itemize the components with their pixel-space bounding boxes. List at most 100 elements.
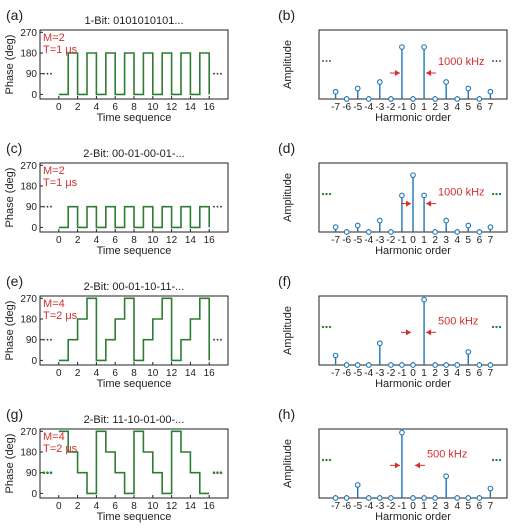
y-tick-label: 180 — [20, 315, 37, 326]
y-tick-label: 270 — [20, 427, 37, 438]
y-tick-label: 0 — [31, 489, 37, 500]
ellipsis-right-dot — [498, 325, 502, 329]
stem-marker — [487, 362, 494, 368]
phase-series-line — [58, 297, 210, 362]
x-tick-label: 6 — [477, 235, 483, 246]
y-tick-label: 270 — [20, 161, 37, 172]
ellipsis-left-dot — [325, 192, 328, 196]
y-tick-label: 90 — [26, 202, 38, 213]
y-tick-label: 270 — [20, 28, 37, 39]
panel-e: (e) 0 2 4 6 8 10 12 14 16 Time sequence Phase (deg)… — [4, 273, 229, 390]
ellipsis-right-dot — [495, 60, 498, 62]
stem-marker — [376, 340, 383, 347]
x-axis-label: Harmonic order — [375, 511, 451, 523]
ellipsis-right-dot — [213, 205, 215, 208]
ellipsis-left-dot — [328, 458, 332, 462]
stem-marker — [376, 79, 383, 85]
stem-marker — [343, 96, 350, 102]
stem-marker — [465, 222, 472, 229]
x-tick-label: 2 — [75, 102, 81, 113]
stem-marker — [410, 495, 416, 501]
ellipsis-right-dot — [216, 471, 219, 475]
x-tick-label: -3 — [375, 501, 384, 512]
y-axis-label: Phase (deg) — [4, 434, 16, 494]
x-tick-label: -2 — [386, 501, 395, 512]
x-tick-label: 4 — [454, 102, 460, 113]
ellipsis-right-dot — [216, 338, 219, 341]
x-tick-label: -6 — [342, 235, 351, 246]
stem-marker — [432, 96, 438, 102]
phase-series-line — [58, 205, 210, 229]
stem-marker — [454, 495, 461, 501]
ellipsis-left-dot — [46, 338, 49, 341]
ellipsis-right-dot — [491, 192, 495, 196]
stem-marker — [421, 296, 427, 303]
x-tick-label: 16 — [204, 501, 216, 512]
x-tick-label: 2 — [75, 368, 81, 379]
stem-marker — [454, 362, 461, 368]
x-tick-label: 14 — [185, 102, 197, 113]
stem-marker — [343, 362, 350, 368]
ellipsis-left-dot — [325, 60, 328, 62]
stem-marker — [410, 172, 416, 179]
ellipsis-left-dot — [43, 338, 45, 341]
panel-letter: (f) — [278, 273, 291, 289]
x-tick-label: -7 — [331, 102, 340, 113]
ellipsis-left-dot — [50, 205, 52, 208]
ellipsis-right-dot — [213, 72, 215, 75]
stem-marker — [376, 495, 383, 501]
x-axis-label: Harmonic order — [375, 378, 451, 390]
y-tick-label: 180 — [20, 49, 37, 60]
ellipsis-left-dot — [328, 192, 332, 196]
y-axis-label: Amplitude — [282, 173, 294, 222]
panel-g: (g) 0 2 4 6 8 10 12 14 16 Time sequence Phase (deg)… — [4, 406, 229, 523]
x-axis-label: Time sequence — [97, 511, 172, 523]
ellipsis-left-dot — [321, 325, 325, 329]
ellipsis-left-dot — [49, 471, 53, 475]
stem-marker — [443, 362, 450, 368]
ellipsis-right-dot — [219, 471, 223, 475]
stem-marker — [465, 495, 472, 501]
annotation-text: M=4 — [43, 431, 65, 443]
stem-marker — [432, 362, 438, 368]
frequency-annotation: 500 kHz — [427, 448, 467, 460]
x-tick-label: 5 — [466, 368, 472, 379]
x-tick-label: 0 — [410, 368, 416, 379]
x-tick-label: 0 — [56, 102, 62, 113]
stem-marker — [454, 96, 461, 102]
x-tick-label: 7 — [488, 235, 494, 246]
x-tick-label: -5 — [353, 368, 362, 379]
y-axis-label: Phase (deg) — [4, 35, 16, 95]
x-tick-label: 14 — [185, 235, 197, 246]
ellipsis-left-dot — [321, 192, 325, 196]
y-axis-label: Amplitude — [282, 306, 294, 355]
ellipsis-right-dot — [216, 205, 219, 208]
x-tick-label: 8 — [131, 235, 137, 246]
x-tick-label: 6 — [112, 501, 118, 512]
ellipsis-right-dot — [213, 338, 215, 341]
panel-b: (b) -7 -6 -5 -4 -3 -2 -1 0 1 2 3 4 5 6 7 Harmonic order A… — [278, 7, 508, 124]
arrow-right-head — [426, 70, 432, 77]
ellipsis-right-dot — [491, 325, 495, 329]
stem-marker — [476, 229, 483, 235]
y-tick-label: 90 — [26, 468, 38, 479]
x-tick-label: 2 — [432, 368, 438, 379]
x-tick-label: 10 — [147, 102, 159, 113]
ellipsis-left-dot — [50, 72, 52, 75]
arrow-right-head — [426, 329, 432, 336]
x-tick-label: 8 — [131, 368, 137, 379]
panel-c: (c) 0 2 4 6 8 10 12 14 16 Time sequence Phase (deg)… — [4, 140, 229, 257]
stem-marker — [465, 85, 472, 92]
ellipsis-left-dot — [325, 458, 328, 462]
ellipsis-left-dot — [46, 205, 49, 208]
x-axis-label: Time sequence — [97, 112, 172, 124]
x-tick-label: 3 — [443, 235, 449, 246]
y-tick-label: 0 — [31, 223, 37, 234]
stem-marker — [487, 485, 494, 492]
x-tick-label: 12 — [166, 102, 178, 113]
chart-title: 2-Bit: 00-01-10-11-... — [84, 281, 185, 293]
x-tick-label: 6 — [477, 368, 483, 379]
stem-marker — [487, 88, 494, 95]
stem-marker — [354, 85, 361, 92]
